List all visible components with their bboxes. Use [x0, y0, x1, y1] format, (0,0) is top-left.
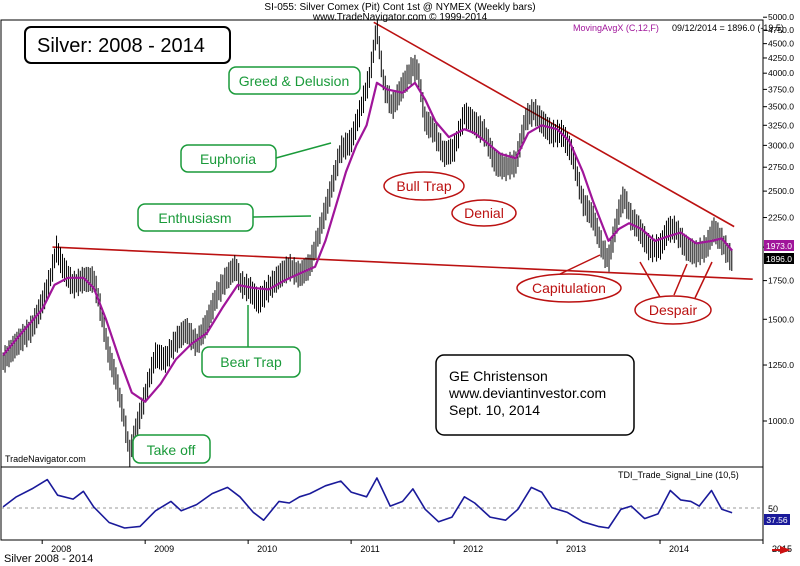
x-tick-label: 2010 — [257, 544, 277, 554]
oscillator-line — [2, 477, 733, 529]
author-website: www.deviantinvestor.com — [448, 385, 606, 401]
y-tick-label: 2250.0 — [768, 213, 794, 223]
y-tick-label: 1500.0 — [768, 314, 794, 324]
svg-text:Bear Trap: Bear Trap — [220, 354, 282, 370]
svg-text:Take off: Take off — [147, 442, 196, 458]
last-price-tag — [764, 253, 794, 264]
chart-title: Silver: 2008 - 2014 — [37, 35, 205, 57]
oscillator-name: TDI_Trade_Signal_Line (10,5) — [618, 470, 739, 480]
annotation-greed: Greed & Delusion — [228, 66, 361, 95]
svg-text:Despair: Despair — [649, 302, 698, 318]
watermark: TradeNavigator.com — [5, 454, 86, 464]
oscillator-value-tag — [764, 514, 790, 525]
svg-text:Greed & Delusion: Greed & Delusion — [239, 73, 350, 89]
annotation-bull-trap: Bull Trap — [383, 171, 465, 201]
x-tick-label: 2013 — [566, 544, 586, 554]
svg-text:Enthusiasm: Enthusiasm — [158, 210, 231, 226]
oscillator-value-label: 37.56 — [766, 515, 788, 525]
moving-average — [2, 81, 733, 403]
y-tick-label: 3000.0 — [768, 140, 794, 150]
y-tick-label: 4250.0 — [768, 53, 794, 63]
y-tick-label: 2500.0 — [768, 186, 794, 196]
x-axis-ticks: 20082009201020112012201320142015 — [41, 540, 792, 554]
annotation-enthusiasm: Enthusiasm — [137, 203, 312, 232]
y-tick-label: 3500.0 — [768, 102, 794, 112]
y-tick-label: 1000.0 — [768, 416, 794, 426]
y-tick-label: 2750.0 — [768, 162, 794, 172]
x-tick-label: 2012 — [463, 544, 483, 554]
last-price-label: 1896.0 — [766, 254, 792, 264]
chart-frame — [0, 19, 764, 541]
annotation-bear-trap: Bear Trap — [201, 305, 301, 378]
y-tick-label: 5000.0 — [768, 12, 794, 22]
y-tick-label: 1750.0 — [768, 276, 794, 286]
annotation-despair: Despair — [634, 261, 713, 325]
chart-header-website: www.TradeNavigator.com © 1999-2014 — [312, 12, 488, 23]
author-name: GE Christenson — [449, 368, 548, 384]
svg-text:Denial: Denial — [464, 205, 504, 221]
price-bars — [2, 19, 733, 467]
chart-title-box — [24, 26, 231, 64]
oscillator-level-label: 50 — [768, 504, 778, 514]
y-tick-label: 1250.0 — [768, 360, 794, 370]
annotation-take-off: Take off — [132, 434, 211, 464]
trend-line-support — [52, 246, 753, 280]
scroll-right-arrow[interactable] — [780, 546, 791, 554]
ma-price-label: 1973.0 — [766, 241, 792, 251]
annotation-denial: Denial — [451, 199, 517, 227]
indicator-name: MovingAvgX (C,12,F) — [573, 23, 659, 33]
x-tick-label: 2014 — [669, 544, 689, 554]
moving-average-line — [2, 81, 733, 403]
y-axis-ticks: 5000.0 4750.0 4500.0 4250.0 4000.0 3750.0 3500… — [763, 12, 794, 426]
date-readout: 09/12/2014 = 1896.0 (-19.5) — [672, 23, 784, 33]
x-tick-label: 2009 — [154, 544, 174, 554]
x-tick-label: 2008 — [51, 544, 71, 554]
svg-text:Bull Trap: Bull Trap — [396, 178, 451, 194]
y-tick-label: 4500.0 — [768, 39, 794, 49]
annotation-capitulation: Capitulation — [516, 254, 622, 303]
oscillator — [2, 477, 733, 529]
y-tick-label: 4000.0 — [768, 68, 794, 78]
chart-header-title: SI-055: Silver Comex (Pit) Cont 1st @ NY… — [264, 2, 535, 13]
y-tick-label: 4750.0 — [768, 25, 794, 35]
footer-label: Silver 2008 - 2014 — [4, 553, 93, 565]
y-tick-label: 3750.0 — [768, 84, 794, 94]
author-date: Sept. 10, 2014 — [449, 402, 540, 418]
ma-price-tag — [764, 240, 794, 251]
svg-text:Capitulation: Capitulation — [532, 280, 606, 296]
y-tick-label: 3250.0 — [768, 120, 794, 130]
annotation-euphoria: Euphoria — [180, 142, 332, 173]
author-box — [435, 354, 635, 436]
svg-text:Euphoria: Euphoria — [200, 151, 256, 167]
x-tick-label: 2011 — [360, 544, 379, 554]
